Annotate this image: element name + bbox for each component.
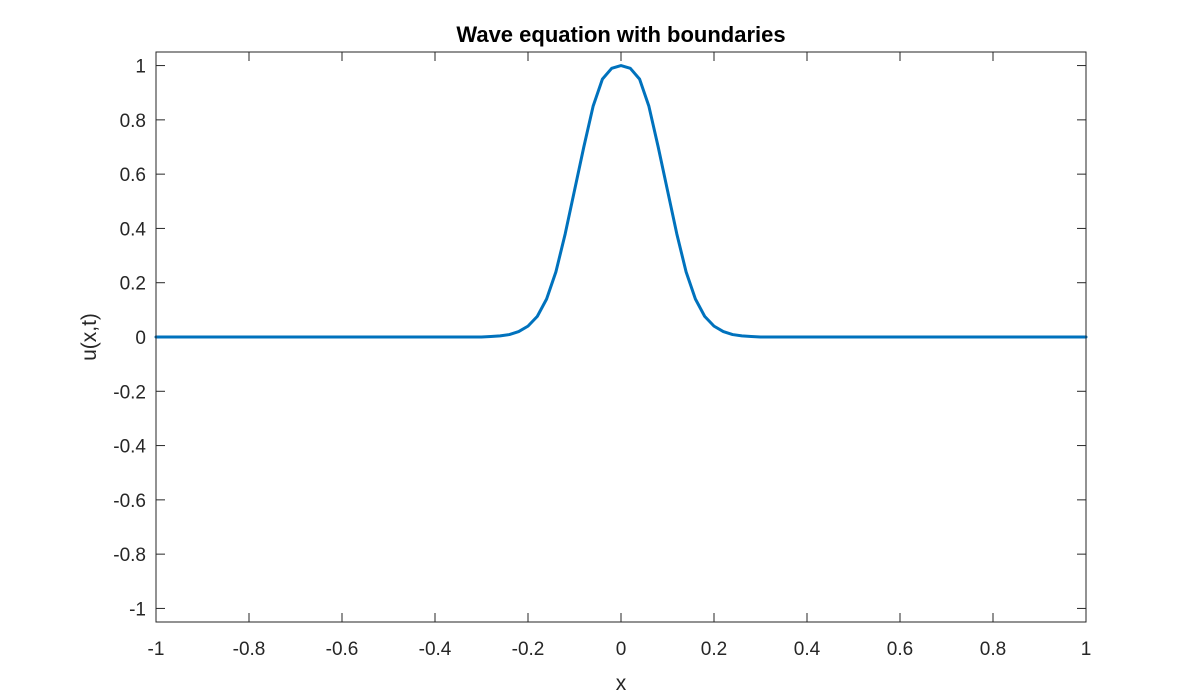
y-tick-label: -0.4	[113, 437, 146, 458]
series-layer	[154, 64, 1088, 339]
y-tick-label: 0	[135, 328, 146, 349]
y-tick-label: -0.2	[113, 382, 146, 403]
labels-layer: -1 -0.8 -0.6 -0.4 -0.2 0 0.2 0.4 0.6 0.8 1 -1 -0.8 -0…	[113, 57, 1091, 660]
y-tick-label: 0.4	[120, 219, 147, 240]
x-tick-label: -1	[148, 639, 165, 660]
x-tick-label: 0.4	[794, 639, 821, 660]
y-tick-label: 0.8	[120, 111, 146, 132]
x-tick-label: 0.2	[701, 639, 727, 660]
x-axis-title: x	[616, 672, 627, 695]
y-tick-label: 0.2	[120, 274, 146, 295]
y-tick-label: -1	[129, 599, 146, 620]
y-tick-label: 1	[135, 57, 146, 78]
chart-title: Wave equation with boundaries	[456, 22, 785, 47]
x-tick-label: 0.6	[887, 639, 913, 660]
x-tick-label: -0.4	[419, 639, 452, 660]
x-tick-label: 0.8	[980, 639, 1006, 660]
x-tick-label: -0.6	[326, 639, 359, 660]
x-tick-label: -0.8	[233, 639, 266, 660]
axes-box	[155, 51, 1087, 623]
x-tick-label: 1	[1081, 639, 1092, 660]
y-tick-label: -0.6	[113, 491, 146, 512]
y-axis-title: u(x,t)	[78, 313, 101, 361]
series-line	[154, 64, 1088, 339]
y-tick-label: 0.6	[120, 165, 146, 186]
y-tick-label: -0.8	[113, 545, 146, 566]
x-tick-label: 0	[616, 639, 627, 660]
x-tick-label: -0.2	[512, 639, 545, 660]
